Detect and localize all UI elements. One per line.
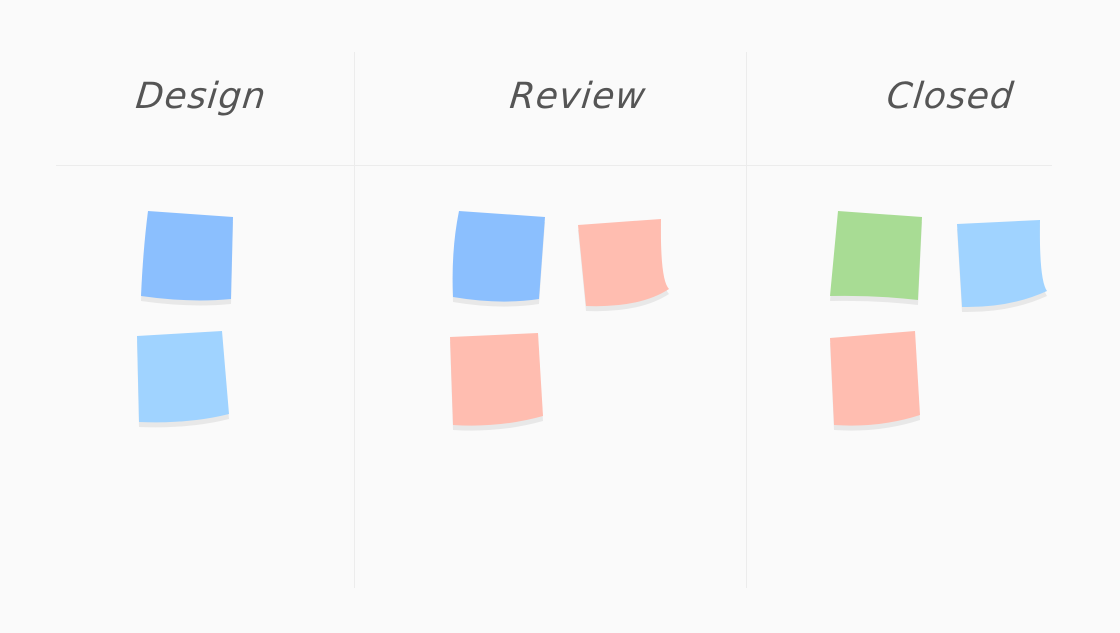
note-body [452,211,545,302]
sticky-note[interactable] [830,211,922,305]
sticky-note[interactable] [141,211,233,306]
note-body [830,331,920,426]
note-body [830,211,922,300]
note-body [137,331,229,423]
note-body [141,211,233,301]
header-divider [56,165,1052,166]
column-divider [746,52,747,588]
sticky-note[interactable] [830,331,920,431]
sticky-note[interactable] [137,331,229,428]
note-body [450,333,543,426]
sticky-note[interactable] [450,333,543,431]
note-body [957,220,1047,308]
sticky-note[interactable] [452,211,545,307]
column-divider [354,52,355,588]
note-body [578,219,669,307]
sticky-note[interactable] [578,219,669,312]
sticky-note[interactable] [957,220,1047,313]
